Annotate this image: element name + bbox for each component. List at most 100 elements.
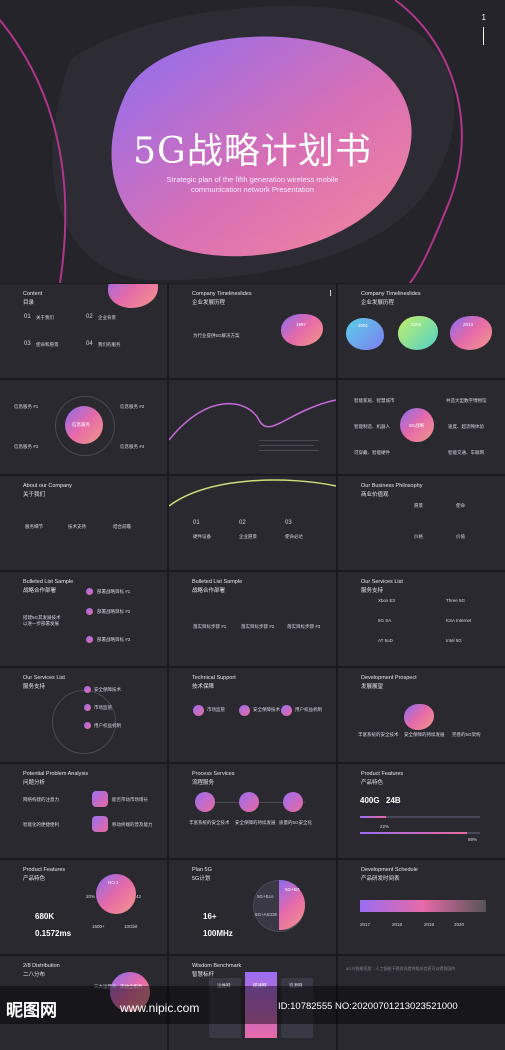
slide-thumb-plan-5g[interactable]: Plan 5G 5G计划 16+ 100MHz 5G+Eco 5G+AICDE … <box>169 860 336 954</box>
slide-thumb-numbers[interactable]: 01 硬件设备 02 企业愿景 03 使命必达 <box>169 476 336 570</box>
text-line <box>259 440 319 441</box>
hero-subtitle-line1: Strategic plan of the fifth generation w… <box>166 175 339 184</box>
gradient-blob <box>108 284 158 308</box>
slide-thumb-services[interactable]: Our Services List 服务支持 Xbox E3 Three 5G … <box>338 572 505 666</box>
slide-marker <box>330 290 331 296</box>
slide-title-en: Content <box>23 291 43 297</box>
slide-thumb-timeline[interactable]: Company Timelineslides 企业发展历程 1997 为行业提供… <box>169 284 336 378</box>
plan-stat: 16+ <box>203 912 217 921</box>
progress-track <box>360 816 480 818</box>
summary-line: 以进一步部署发展 <box>23 621 59 626</box>
strategy-item: 智能交通、车联网 <box>448 450 484 455</box>
decorative-curve <box>169 399 336 441</box>
item-number: 02 <box>239 520 246 526</box>
plan-stat: 100MHz <box>203 929 233 938</box>
feature-stat: 400G <box>360 796 380 805</box>
strategy-item: 速度、超流畅体验 <box>448 424 484 429</box>
page-number-divider <box>483 27 484 45</box>
value-label: 价值 <box>456 534 465 539</box>
timeline-item: 为行业提供5G解决方案 <box>193 333 240 338</box>
slide-title-zh: 技术保障 <box>192 684 215 690</box>
slide-title-en: Development Prospect <box>361 675 417 681</box>
hero-title: 5G战略计划书 <box>133 131 372 172</box>
plan-label: 5G+Eco <box>257 894 274 899</box>
support-icon <box>193 705 204 716</box>
process-step-icon <box>195 792 215 812</box>
slide-title-en: Process Services <box>192 771 235 777</box>
strategy-item: 可穿戴、智能硬件 <box>354 450 390 455</box>
benchmark-label: 运维网 <box>217 983 231 988</box>
gradient-blob <box>450 316 492 350</box>
slide-thumb-info-service[interactable]: 信息服务 信息服务 #1 信息服务 #2 信息服务 #3 信息服务 #4 <box>0 380 167 474</box>
year-label: 1997 <box>296 322 307 327</box>
bullet-icon <box>84 722 91 729</box>
prospect-item: 完善的5G架构 <box>452 732 481 737</box>
item-number: 02 <box>86 314 93 320</box>
support-icon <box>239 705 250 716</box>
slide-thumb-schedule[interactable]: Development Schedule 产品研发时间表 2017 2018 2… <box>338 860 505 954</box>
item-number: 01 <box>24 314 31 320</box>
slide-title-zh: 二八分布 <box>23 972 46 978</box>
slide-title-zh: 商业价值观 <box>361 492 389 498</box>
slide-title-en: Company Timelineslides <box>361 291 421 297</box>
schedule-year: 2017 <box>360 922 371 927</box>
progress-label: 89% <box>468 837 478 842</box>
feature-label: 服务细节 <box>25 524 43 529</box>
process-item: 丰富系统的安全技术 <box>189 820 230 825</box>
slide-thumb-5g-strategy[interactable]: 5G战略 智能家居、智慧城市 共造大型数字博物馆 智能制造、机器人 速度、超流畅… <box>338 380 505 474</box>
slide-thumb-bulleted-2[interactable]: Bulleted List Sample 战略合作部署 落实目标步骤 #1 落实… <box>169 572 336 666</box>
stat-label: 10Gbit <box>124 924 138 929</box>
strategy-item: 共造大型数字博物馆 <box>446 398 487 403</box>
slide-thumb-product-features[interactable]: Product Features 产品特色 400G 24B 22% 89% <box>338 764 505 858</box>
slide-thumb-bulleted[interactable]: Bulleted List Sample 战略合作部署 搭建5G其发展技术 以进… <box>0 572 167 666</box>
outer-ring <box>55 396 115 456</box>
slide-thumb-prospect[interactable]: Development Prospect 发展展望 丰富系统的安全技术 安全保障… <box>338 668 505 762</box>
prospect-item: 安全保障的持续发展 <box>404 732 445 737</box>
slide-title-zh: 关于我们 <box>23 492 46 498</box>
slide-title-en: Product Features <box>23 867 66 873</box>
slide-title-zh: 战略合作部署 <box>23 588 57 594</box>
slide-title-en: Bulleted List Sample <box>23 579 74 585</box>
slide-thumb-philosophy[interactable]: Our Business Philosophy 商业价值观 愿景 使命 价格 价… <box>338 476 505 570</box>
step-item: 落实目标步骤 #2 <box>241 624 275 629</box>
slide-thumb-about[interactable]: About our Company 关于我们 服务细节 技术支持 结合前瞻 <box>0 476 167 570</box>
title-slide[interactable]: 5G战略计划书 Strategic plan of the fifth gene… <box>0 0 505 283</box>
service-item: AT 5uD <box>378 638 393 643</box>
slide-thumb-product-features-2[interactable]: Product Features 产品特色 NO.1 20% 42 1600+ … <box>0 860 167 954</box>
item-label: 使命和愿景 <box>36 342 59 347</box>
slide-thumb-content[interactable]: Content 目录 01 关于我们 02 企业背景 03 使命和愿景 04 我… <box>0 284 167 378</box>
stat-label: 20% <box>86 894 96 899</box>
bullet-item: 部署战略目标 #1 <box>97 589 131 594</box>
schedule-year: 2019 <box>424 922 435 927</box>
gradient-blob <box>404 704 434 730</box>
slide-title-zh: 企业发展历程 <box>361 300 395 306</box>
info-item: 信息服务 #2 <box>120 404 145 409</box>
info-item: 信息服务 #1 <box>14 404 39 409</box>
problem-icon <box>92 791 108 807</box>
slide-thumb-problem[interactable]: Potential Problem Analysis 问题分析 网络构建的注意力… <box>0 764 167 858</box>
page-number: 1 <box>481 13 486 22</box>
slide-thumb-timeline-2[interactable]: Company Timelineslides 企业发展历程 2001 2009 … <box>338 284 505 378</box>
strategy-item: 智能家居、智慧城市 <box>354 398 395 403</box>
watermark-bar <box>0 986 505 1024</box>
slide-title-en: Bulleted List Sample <box>192 579 243 585</box>
slide-thumb-process[interactable]: Process Services 流程服务 丰富系统的安全技术 安全保障的持续发… <box>169 764 336 858</box>
step-item: 落实目标步骤 #1 <box>193 624 227 629</box>
item-label: 我们的服务 <box>98 342 121 347</box>
value-label: 使命 <box>456 503 465 508</box>
item-label: 企业愿景 <box>239 534 257 539</box>
process-step-icon <box>283 792 303 812</box>
support-item: 用户权益机制 <box>295 707 322 712</box>
slide-thumb-tech-support[interactable]: Technical Support 技术保障 市场监管 安全保障技术 用户权益机… <box>169 668 336 762</box>
benchmark-label: 资源网 <box>289 983 303 988</box>
slide-title-zh: 战略合作部署 <box>192 588 226 594</box>
slide-title-zh: 服务支持 <box>361 588 384 594</box>
slide-thumb-curve[interactable] <box>169 380 336 474</box>
slide-title-zh: 智慧标杆 <box>192 972 215 978</box>
bullet-icon <box>84 686 91 693</box>
slide-title-zh: 发展展望 <box>361 684 384 690</box>
slide-thumb-services-2[interactable]: Our Services List 服务支持 安全保障技术 市场监管 用户权益机… <box>0 668 167 762</box>
watermark-url: www.nipic.com <box>120 1001 200 1015</box>
bullet-icon <box>86 588 93 595</box>
slide-title-en: Development Schedule <box>361 867 418 873</box>
